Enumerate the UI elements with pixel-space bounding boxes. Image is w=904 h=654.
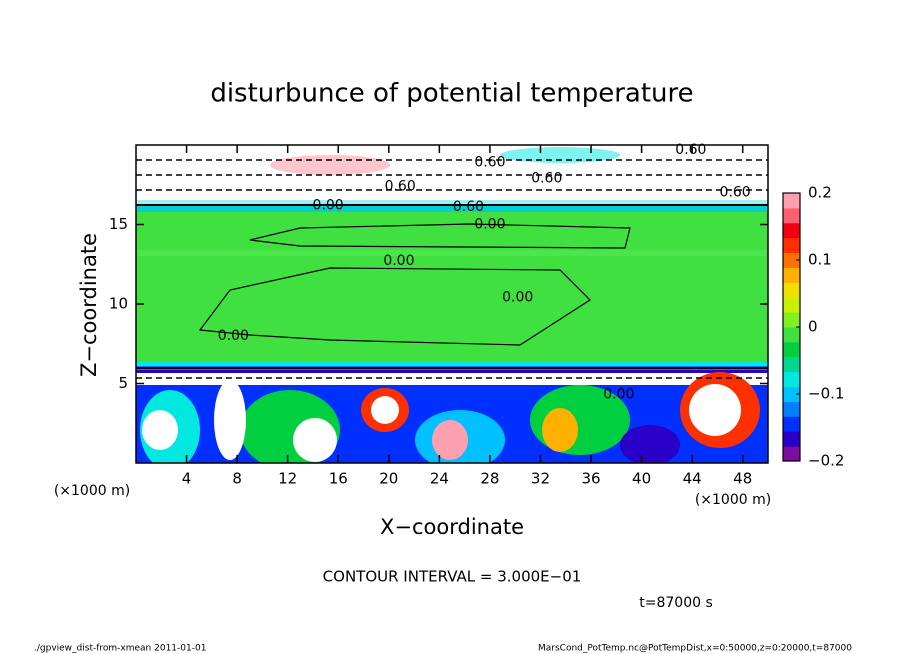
colorbar-swatch xyxy=(783,416,800,432)
x-axis-label: X−coordinate xyxy=(380,515,524,539)
contour-label: 0.00 xyxy=(474,217,505,233)
contour-label: 0.60 xyxy=(675,142,706,158)
colorbar-swatch xyxy=(783,312,800,328)
colorbar-swatch xyxy=(783,207,800,224)
colorbar-tick-label: 0.2 xyxy=(808,184,832,202)
colorbar-swatch xyxy=(783,431,800,447)
x-tick-label: 48 xyxy=(733,470,752,488)
colorbar-swatch xyxy=(783,252,800,268)
x-tick-label: 20 xyxy=(379,470,398,488)
contour-label: 0.00 xyxy=(383,253,414,269)
contour-label: 0.00 xyxy=(313,197,344,213)
x-tick-label: 28 xyxy=(480,470,499,488)
colorbar-tick-label: 0.1 xyxy=(808,251,832,269)
colorbar-swatch xyxy=(783,386,800,402)
contour-label: 0.60 xyxy=(453,199,484,215)
colorbar-swatch xyxy=(783,356,800,373)
x-tick-label: 44 xyxy=(683,470,702,488)
y-tick-label: 15 xyxy=(109,215,128,233)
colorbar-swatch xyxy=(783,222,800,239)
contour-label: 0.00 xyxy=(218,328,249,344)
colorbar-tick-label: −0.1 xyxy=(808,385,844,403)
x-tick-label: 36 xyxy=(581,470,600,488)
x-unit-label: (×1000 m) xyxy=(695,492,771,508)
x-tick-label: 4 xyxy=(182,470,192,488)
colorbar-swatch xyxy=(783,282,800,298)
y-unit-label: (×1000 m) xyxy=(54,483,130,499)
contour-label: 0.60 xyxy=(531,170,562,186)
footer-right: MarsCond_PotTemp.nc@PotTempDist,x=0:5000… xyxy=(538,644,852,654)
colorbar-swatch xyxy=(783,401,800,417)
colorbar-swatch xyxy=(783,237,800,254)
colorbar-swatch xyxy=(783,327,800,343)
field xyxy=(136,145,768,463)
colorbar-swatch xyxy=(783,267,800,283)
colorbar-tick-label: −0.2 xyxy=(808,452,844,470)
colorbar-swatch xyxy=(783,371,800,388)
colorbar-swatch xyxy=(783,297,800,313)
contour-interval: CONTOUR INTERVAL = 3.000E−01 xyxy=(323,568,582,586)
contour-label: 0.00 xyxy=(603,387,634,403)
contour-label: 0.60 xyxy=(720,185,751,201)
x-tick-label: 8 xyxy=(232,470,242,488)
contour-label: 0.00 xyxy=(502,290,533,306)
contour-label: 0.60 xyxy=(474,154,505,170)
colorbar-swatch xyxy=(783,341,800,358)
x-tick-label: 12 xyxy=(278,470,297,488)
x-tick-label: 16 xyxy=(329,470,348,488)
chart-title: disturbunce of potential temperature xyxy=(210,79,693,109)
contour-label: 0.60 xyxy=(385,178,416,194)
x-tick-label: 24 xyxy=(430,470,449,488)
y-tick-label: 10 xyxy=(109,295,128,313)
footer-left: ./gpview_dist-from-xmean 2011-01-01 xyxy=(34,644,206,654)
colorbar-swatch xyxy=(783,193,800,209)
y-axis-label: Z−coordinate xyxy=(77,233,101,377)
x-tick-label: 40 xyxy=(632,470,651,488)
time-label: t=87000 s xyxy=(639,595,713,611)
y-tick-label: 5 xyxy=(118,374,128,392)
colorbar-tick-label: 0 xyxy=(808,318,818,336)
colorbar-swatch xyxy=(783,446,800,462)
x-tick-label: 32 xyxy=(531,470,550,488)
